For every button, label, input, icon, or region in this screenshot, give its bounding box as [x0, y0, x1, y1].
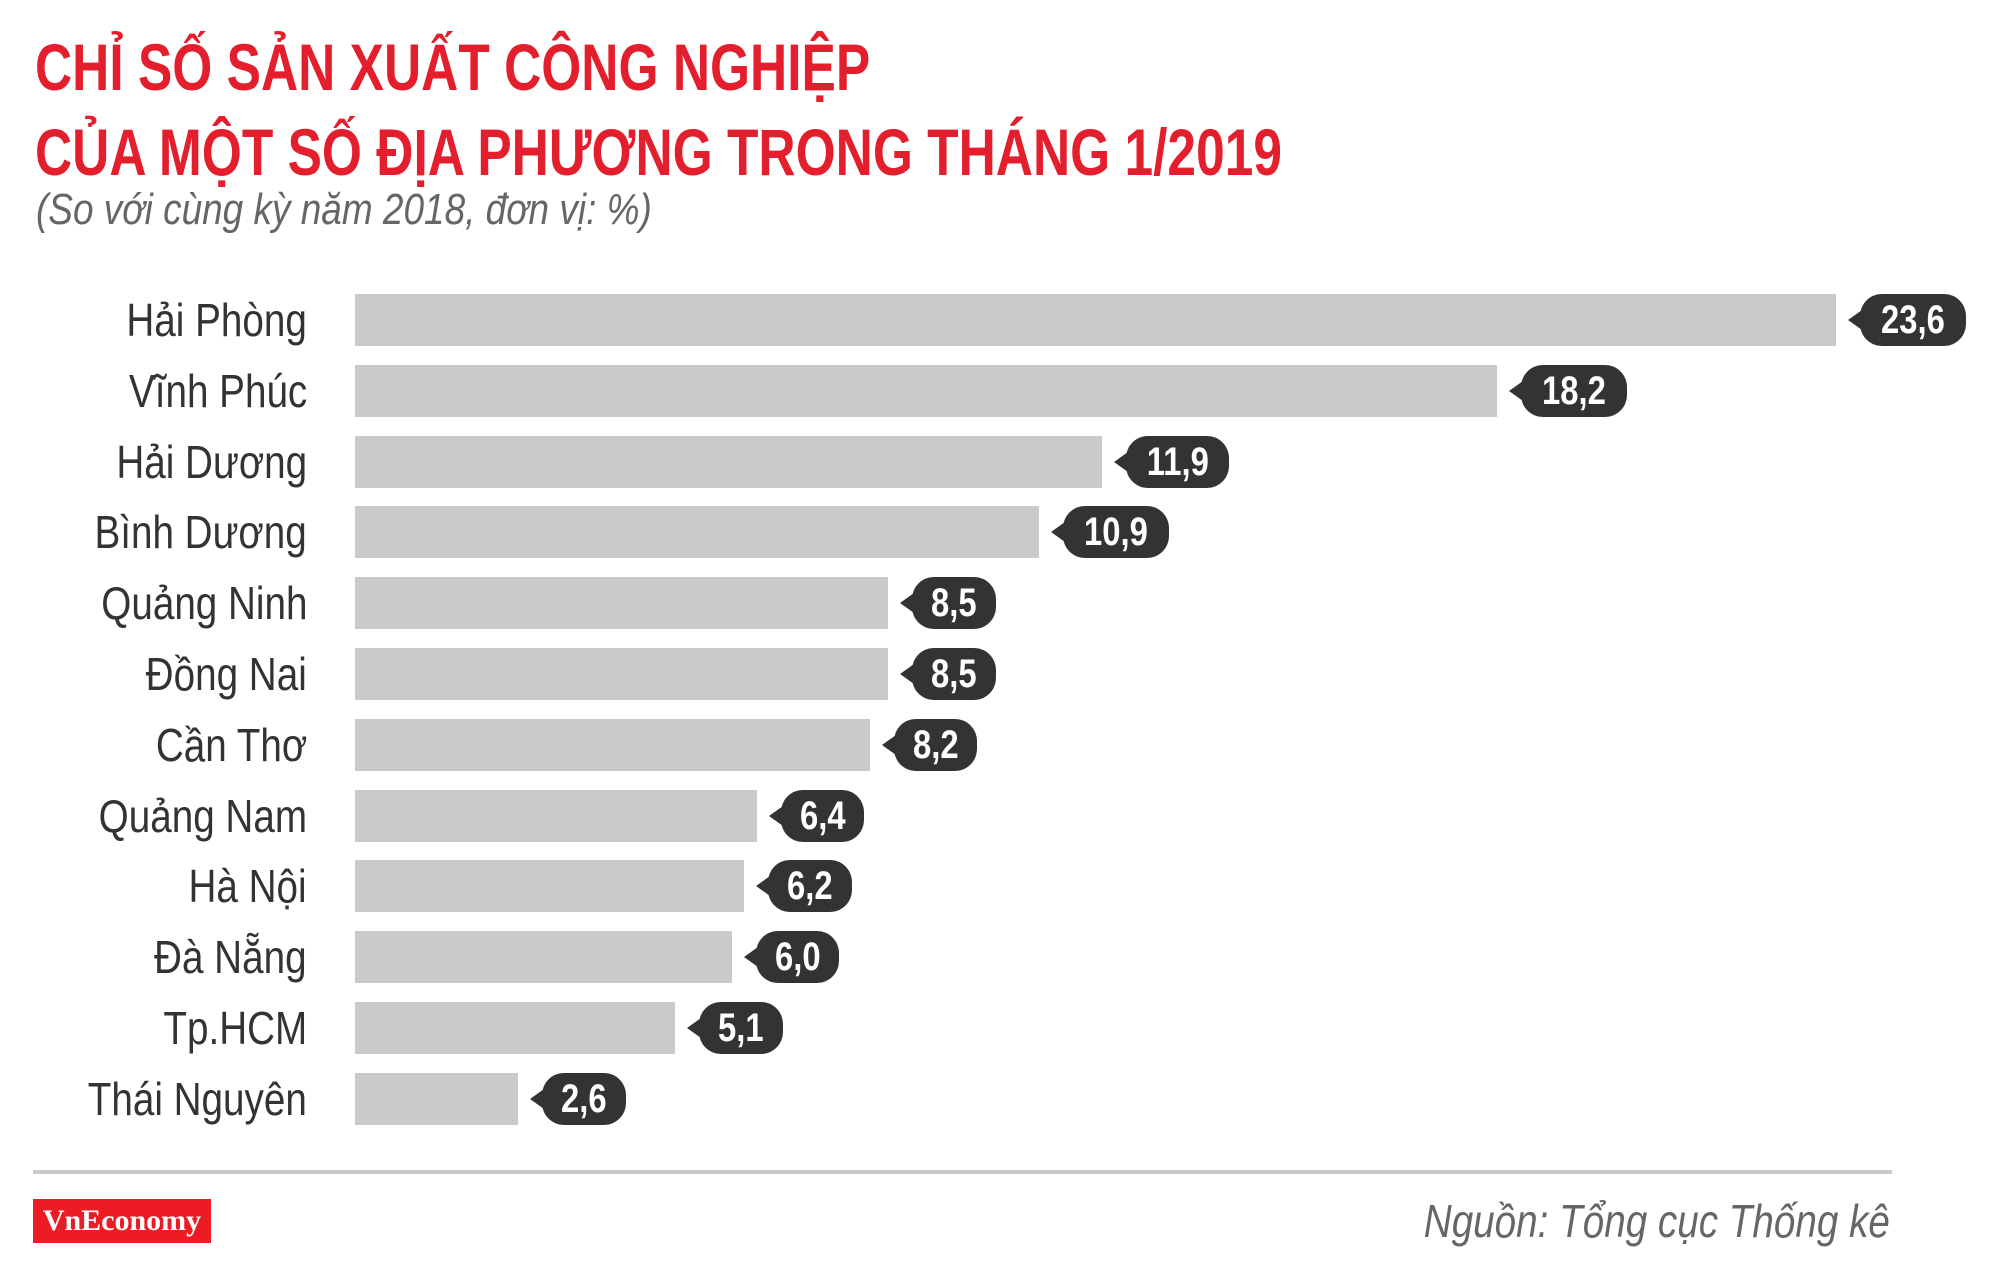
bar-row: Tp.HCM 5,1 — [0, 1002, 2000, 1054]
bar — [355, 294, 1836, 346]
bar — [355, 1002, 676, 1054]
value-label: 18,2 — [1542, 368, 1606, 413]
value-badge: 2,6 — [542, 1072, 626, 1125]
category-label: Bình Dương — [94, 506, 307, 559]
badge-pointer-icon — [687, 1018, 702, 1038]
value-label: 5,1 — [718, 1006, 764, 1050]
badge-pointer-icon — [881, 734, 896, 755]
vneconomy-logo: VnEconomy — [33, 1199, 211, 1243]
bar — [355, 435, 1102, 488]
badge-pointer-icon — [900, 664, 915, 684]
bar — [355, 648, 889, 700]
value-badge: 10,9 — [1063, 506, 1169, 559]
footer-divider — [33, 1170, 1892, 1174]
bar-row: Hải Phòng 23,6 — [0, 294, 2000, 346]
bar-row: Vĩnh Phúc 18,2 — [0, 364, 2000, 417]
value-badge: 6,2 — [768, 860, 852, 913]
bar — [355, 364, 1498, 417]
value-label: 8,5 — [931, 652, 978, 696]
badge-pointer-icon — [1509, 380, 1524, 401]
value-badge: 11,9 — [1125, 435, 1230, 488]
badge-pointer-icon — [1051, 522, 1066, 543]
badge-pointer-icon — [768, 805, 783, 826]
bar — [355, 860, 745, 913]
value-badge: 18,2 — [1521, 364, 1627, 417]
value-label: 6,4 — [799, 793, 846, 838]
value-badge: 5,1 — [699, 1002, 783, 1054]
value-label: 6,0 — [774, 935, 821, 980]
source-note: Nguồn: Tổng cục Thống kê — [1423, 1195, 1890, 1247]
badge-pointer-icon — [1848, 310, 1862, 330]
category-label: Đà Nẵng — [154, 931, 307, 984]
bar-row: Quảng Ninh 8,5 — [0, 577, 2000, 630]
value-label: 6,2 — [787, 864, 833, 909]
value-badge: 8,5 — [912, 648, 997, 700]
category-label: Vĩnh Phúc — [128, 364, 307, 417]
value-badge: 8,5 — [912, 577, 997, 630]
category-label: Quảng Ninh — [100, 577, 307, 630]
bar-row: Hà Nội 6,2 — [0, 860, 2000, 913]
value-label: 2,6 — [561, 1076, 607, 1121]
category-label: Cần Thơ — [155, 718, 307, 771]
category-label: Tp.HCM — [163, 1002, 307, 1054]
bar-row: Quảng Nam 6,4 — [0, 789, 2000, 842]
bar — [355, 577, 889, 630]
value-label: 10,9 — [1084, 510, 1148, 555]
value-label: 8,2 — [912, 722, 959, 767]
bar-row: Đà Nẵng 6,0 — [0, 931, 2000, 984]
category-label: Hà Nội — [188, 860, 307, 913]
category-label: Quảng Nam — [98, 789, 307, 842]
bar — [355, 506, 1040, 559]
value-label: 23,6 — [1881, 298, 1945, 342]
bar-row: Thái Nguyên 2,6 — [0, 1072, 2000, 1125]
bar — [355, 789, 757, 842]
value-badge: 23,6 — [1860, 294, 1966, 346]
category-label: Đồng Nai — [145, 648, 307, 700]
chart-subtitle: (So với cùng kỳ năm 2018, đơn vị: %) — [36, 185, 652, 234]
bar — [355, 718, 870, 771]
category-label: Hải Dương — [116, 435, 307, 488]
bar-row: Đồng Nai 8,5 — [0, 648, 2000, 700]
bar-row: Bình Dương 10,9 — [0, 506, 2000, 559]
badge-pointer-icon — [756, 876, 771, 897]
value-label: 11,9 — [1146, 439, 1209, 484]
bar — [355, 931, 732, 984]
category-label: Thái Nguyên — [87, 1072, 307, 1125]
bar — [355, 1072, 519, 1125]
value-badge: 6,4 — [780, 789, 865, 842]
chart-title-line-1: CHỈ SỐ SẢN XUẤT CÔNG NGHIỆP — [35, 30, 871, 104]
value-label: 8,5 — [931, 581, 978, 626]
bar-row: Hải Dương 11,9 — [0, 435, 2000, 488]
chart-title-line-2: CỦA MỘT SỐ ĐỊA PHƯƠNG TRONG THÁNG 1/2019 — [35, 115, 1282, 189]
value-badge: 6,0 — [755, 931, 840, 984]
badge-pointer-icon — [900, 593, 915, 614]
badge-pointer-icon — [530, 1088, 545, 1109]
badge-pointer-icon — [743, 947, 758, 968]
bar-row: Cần Thơ 8,2 — [0, 718, 2000, 771]
category-label: Hải Phòng — [126, 294, 307, 346]
badge-pointer-icon — [1113, 451, 1128, 472]
value-badge: 8,2 — [893, 718, 978, 771]
